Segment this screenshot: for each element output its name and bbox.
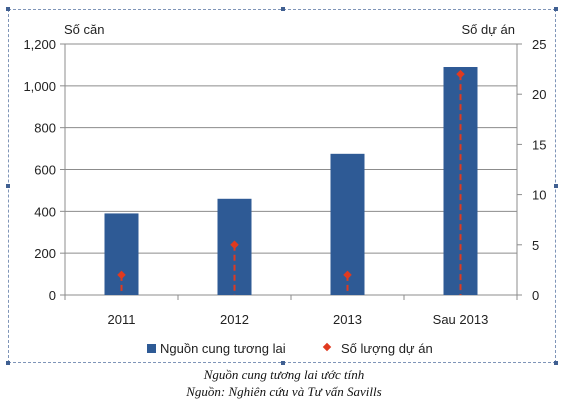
right-axis-label: Số dự án [461, 22, 515, 37]
left-axis-label: Số căn [64, 22, 104, 37]
resize-handle-top-left[interactable] [6, 7, 10, 11]
right-tick-label: 20 [532, 87, 546, 102]
right-tick-label: 0 [532, 288, 539, 303]
resize-handle-bottom-left[interactable] [6, 361, 10, 365]
bar [104, 213, 139, 295]
bar [443, 67, 478, 295]
category-labels: 2011 2012 2013 Sau 2013 [108, 312, 489, 327]
left-tick-label: 600 [34, 163, 56, 178]
resize-handle-bottom-right[interactable] [554, 361, 558, 365]
resize-handle-bottom-center[interactable] [281, 361, 285, 365]
left-tick-label: 400 [34, 204, 56, 219]
legend-label-bars: Nguồn cung tương lai [160, 341, 286, 356]
resize-handle-top-right[interactable] [554, 7, 558, 11]
figure-caption: Nguồn cung tương lai ước tính Nguồn: Ngh… [0, 366, 568, 400]
legend: Nguồn cung tương lai Số lượng dự án [147, 341, 433, 356]
right-axis-ticks: 0 5 10 15 20 25 [532, 37, 546, 303]
right-tick-label: 25 [532, 37, 546, 52]
category-label: Sau 2013 [433, 312, 489, 327]
resize-handle-middle-right[interactable] [554, 184, 558, 188]
left-tick-label: 200 [34, 246, 56, 261]
left-tick-label: 1,200 [23, 37, 56, 52]
right-tick-label: 5 [532, 238, 539, 253]
category-label: 2013 [333, 312, 362, 327]
category-label: 2011 [108, 312, 136, 327]
caption-title: Nguồn cung tương lai ước tính [203, 367, 365, 382]
category-label: 2012 [220, 312, 249, 327]
drop-marker [230, 240, 239, 250]
drop-marker [456, 69, 465, 79]
resize-handle-middle-left[interactable] [6, 184, 10, 188]
drop-marker [343, 270, 352, 280]
right-tick-label: 10 [532, 188, 546, 203]
legend-label-drops: Số lượng dự án [341, 341, 433, 356]
left-tick-label: 1,000 [23, 79, 56, 94]
left-tick-label: 800 [34, 121, 56, 136]
left-axis-ticks: 0 200 400 600 800 1,000 1,200 [23, 37, 56, 303]
left-tick-label: 0 [49, 288, 56, 303]
right-tick-label: 15 [532, 137, 546, 152]
drop-line-series [117, 69, 465, 295]
gridlines [65, 43, 517, 254]
caption-source: Nguồn: Nghiên cứu và Tư vấn Savills [186, 384, 382, 399]
bar-series [104, 67, 478, 295]
legend-marker-drops [322, 342, 332, 352]
resize-handle-top-center[interactable] [281, 7, 285, 11]
axes [60, 43, 522, 300]
legend-swatch-bars [147, 344, 156, 353]
drop-marker [117, 270, 126, 280]
